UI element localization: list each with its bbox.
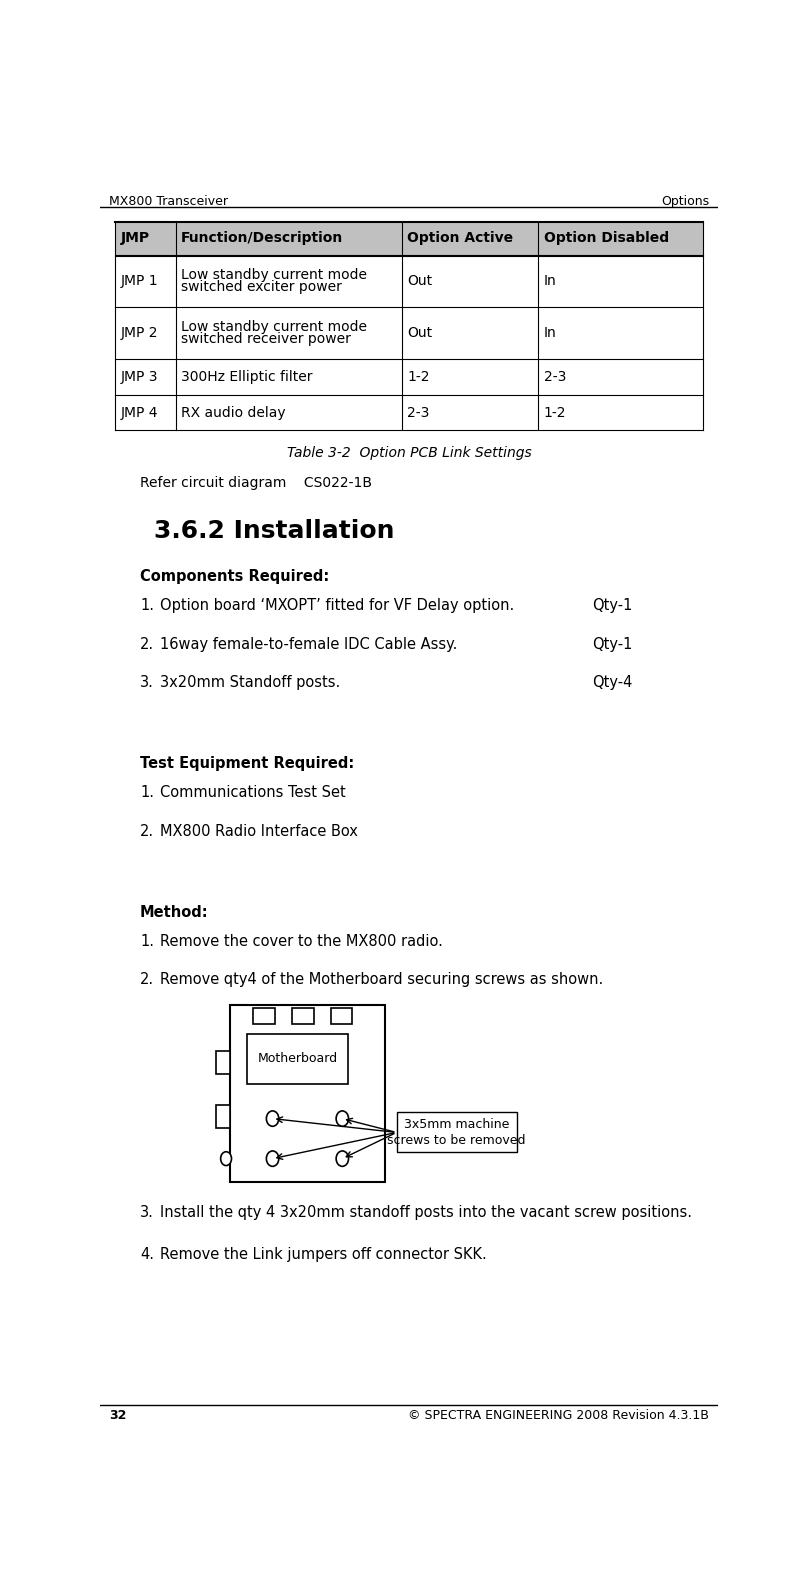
Ellipse shape (221, 1152, 231, 1165)
Text: Refer circuit diagram    CS022-1B: Refer circuit diagram CS022-1B (140, 477, 372, 490)
Text: switched receiver power: switched receiver power (181, 332, 351, 346)
Text: 2.: 2. (140, 637, 154, 651)
Text: Qty-4: Qty-4 (592, 675, 632, 689)
Bar (115, 222, 703, 255)
Text: Function/Description: Function/Description (181, 231, 343, 246)
Text: screws to be removed: screws to be removed (387, 1133, 526, 1146)
Text: Low standby current mode: Low standby current mode (181, 321, 367, 334)
Text: 16way female-to-female IDC Cable Assy.: 16way female-to-female IDC Cable Assy. (160, 637, 457, 651)
Text: JMP 1: JMP 1 (120, 275, 158, 287)
Text: 3.6.2 Installation: 3.6.2 Installation (154, 519, 394, 543)
Text: JMP 4: JMP 4 (120, 405, 158, 420)
Text: Remove the cover to the MX800 radio.: Remove the cover to the MX800 radio. (160, 934, 443, 948)
Text: MX800 Radio Interface Box: MX800 Radio Interface Box (160, 824, 358, 838)
Text: Method:: Method: (140, 905, 208, 919)
Text: Table 3-2  Option PCB Link Settings: Table 3-2 Option PCB Link Settings (286, 445, 531, 460)
Text: 4.: 4. (140, 1246, 154, 1262)
Text: 1.: 1. (140, 785, 154, 800)
Text: MX800 Transceiver: MX800 Transceiver (109, 195, 228, 209)
Text: 2-3: 2-3 (408, 405, 430, 420)
Ellipse shape (336, 1151, 349, 1167)
Text: Option board ‘MXOPT’ fitted for VF Delay option.: Option board ‘MXOPT’ fitted for VF Delay… (160, 598, 515, 613)
Text: Option Disabled: Option Disabled (543, 231, 669, 246)
Ellipse shape (336, 1111, 349, 1127)
Bar (230, 1004, 385, 1181)
Text: Test Equipment Required:: Test Equipment Required: (140, 757, 354, 771)
Bar (397, 1112, 516, 1152)
Text: 32: 32 (109, 1409, 126, 1422)
Text: Install the qty 4 3x20mm standoff posts into the vacant screw positions.: Install the qty 4 3x20mm standoff posts … (160, 1205, 692, 1219)
Text: RX audio delay: RX audio delay (181, 405, 286, 420)
Text: 1-2: 1-2 (543, 405, 567, 420)
Ellipse shape (267, 1151, 279, 1167)
Text: Motherboard: Motherboard (257, 1052, 338, 1066)
Text: JMP 3: JMP 3 (120, 370, 158, 385)
Text: Options: Options (661, 195, 709, 209)
Text: Out: Out (408, 275, 433, 287)
Text: 3.: 3. (140, 1205, 154, 1219)
Bar (253, 1009, 275, 1025)
Text: 3x20mm Standoff posts.: 3x20mm Standoff posts. (160, 675, 341, 689)
Bar (247, 1034, 348, 1084)
Text: Low standby current mode: Low standby current mode (181, 268, 367, 281)
Text: © SPECTRA ENGINEERING 2008 Revision 4.3.1B: © SPECTRA ENGINEERING 2008 Revision 4.3.… (408, 1409, 709, 1422)
Bar (216, 1050, 230, 1074)
Text: Remove the Link jumpers off connector SKK.: Remove the Link jumpers off connector SK… (160, 1246, 487, 1262)
Text: JMP: JMP (120, 231, 150, 246)
Bar (330, 1009, 353, 1025)
Text: JMP 2: JMP 2 (120, 326, 158, 340)
Text: Out: Out (408, 326, 433, 340)
Text: 2-3: 2-3 (543, 370, 567, 385)
Text: Qty-1: Qty-1 (592, 598, 632, 613)
Text: 2.: 2. (140, 824, 154, 838)
Text: 3.: 3. (140, 675, 154, 689)
Text: Remove qty4 of the Motherboard securing screws as shown.: Remove qty4 of the Motherboard securing … (160, 972, 603, 988)
Text: Qty-1: Qty-1 (592, 637, 632, 651)
Bar (292, 1009, 314, 1025)
Text: In: In (543, 326, 556, 340)
Text: 1.: 1. (140, 598, 154, 613)
Text: 300Hz Elliptic filter: 300Hz Elliptic filter (181, 370, 313, 385)
Ellipse shape (267, 1111, 279, 1127)
Bar (216, 1104, 230, 1128)
Text: In: In (543, 275, 556, 287)
Text: 1.: 1. (140, 934, 154, 948)
Text: Option Active: Option Active (408, 231, 514, 246)
Text: Components Required:: Components Required: (140, 568, 330, 584)
Text: 1-2: 1-2 (408, 370, 430, 385)
Text: 2.: 2. (140, 972, 154, 988)
Text: switched exciter power: switched exciter power (181, 279, 342, 294)
Text: Communications Test Set: Communications Test Set (160, 785, 346, 800)
Text: 3x5mm machine: 3x5mm machine (404, 1119, 509, 1132)
